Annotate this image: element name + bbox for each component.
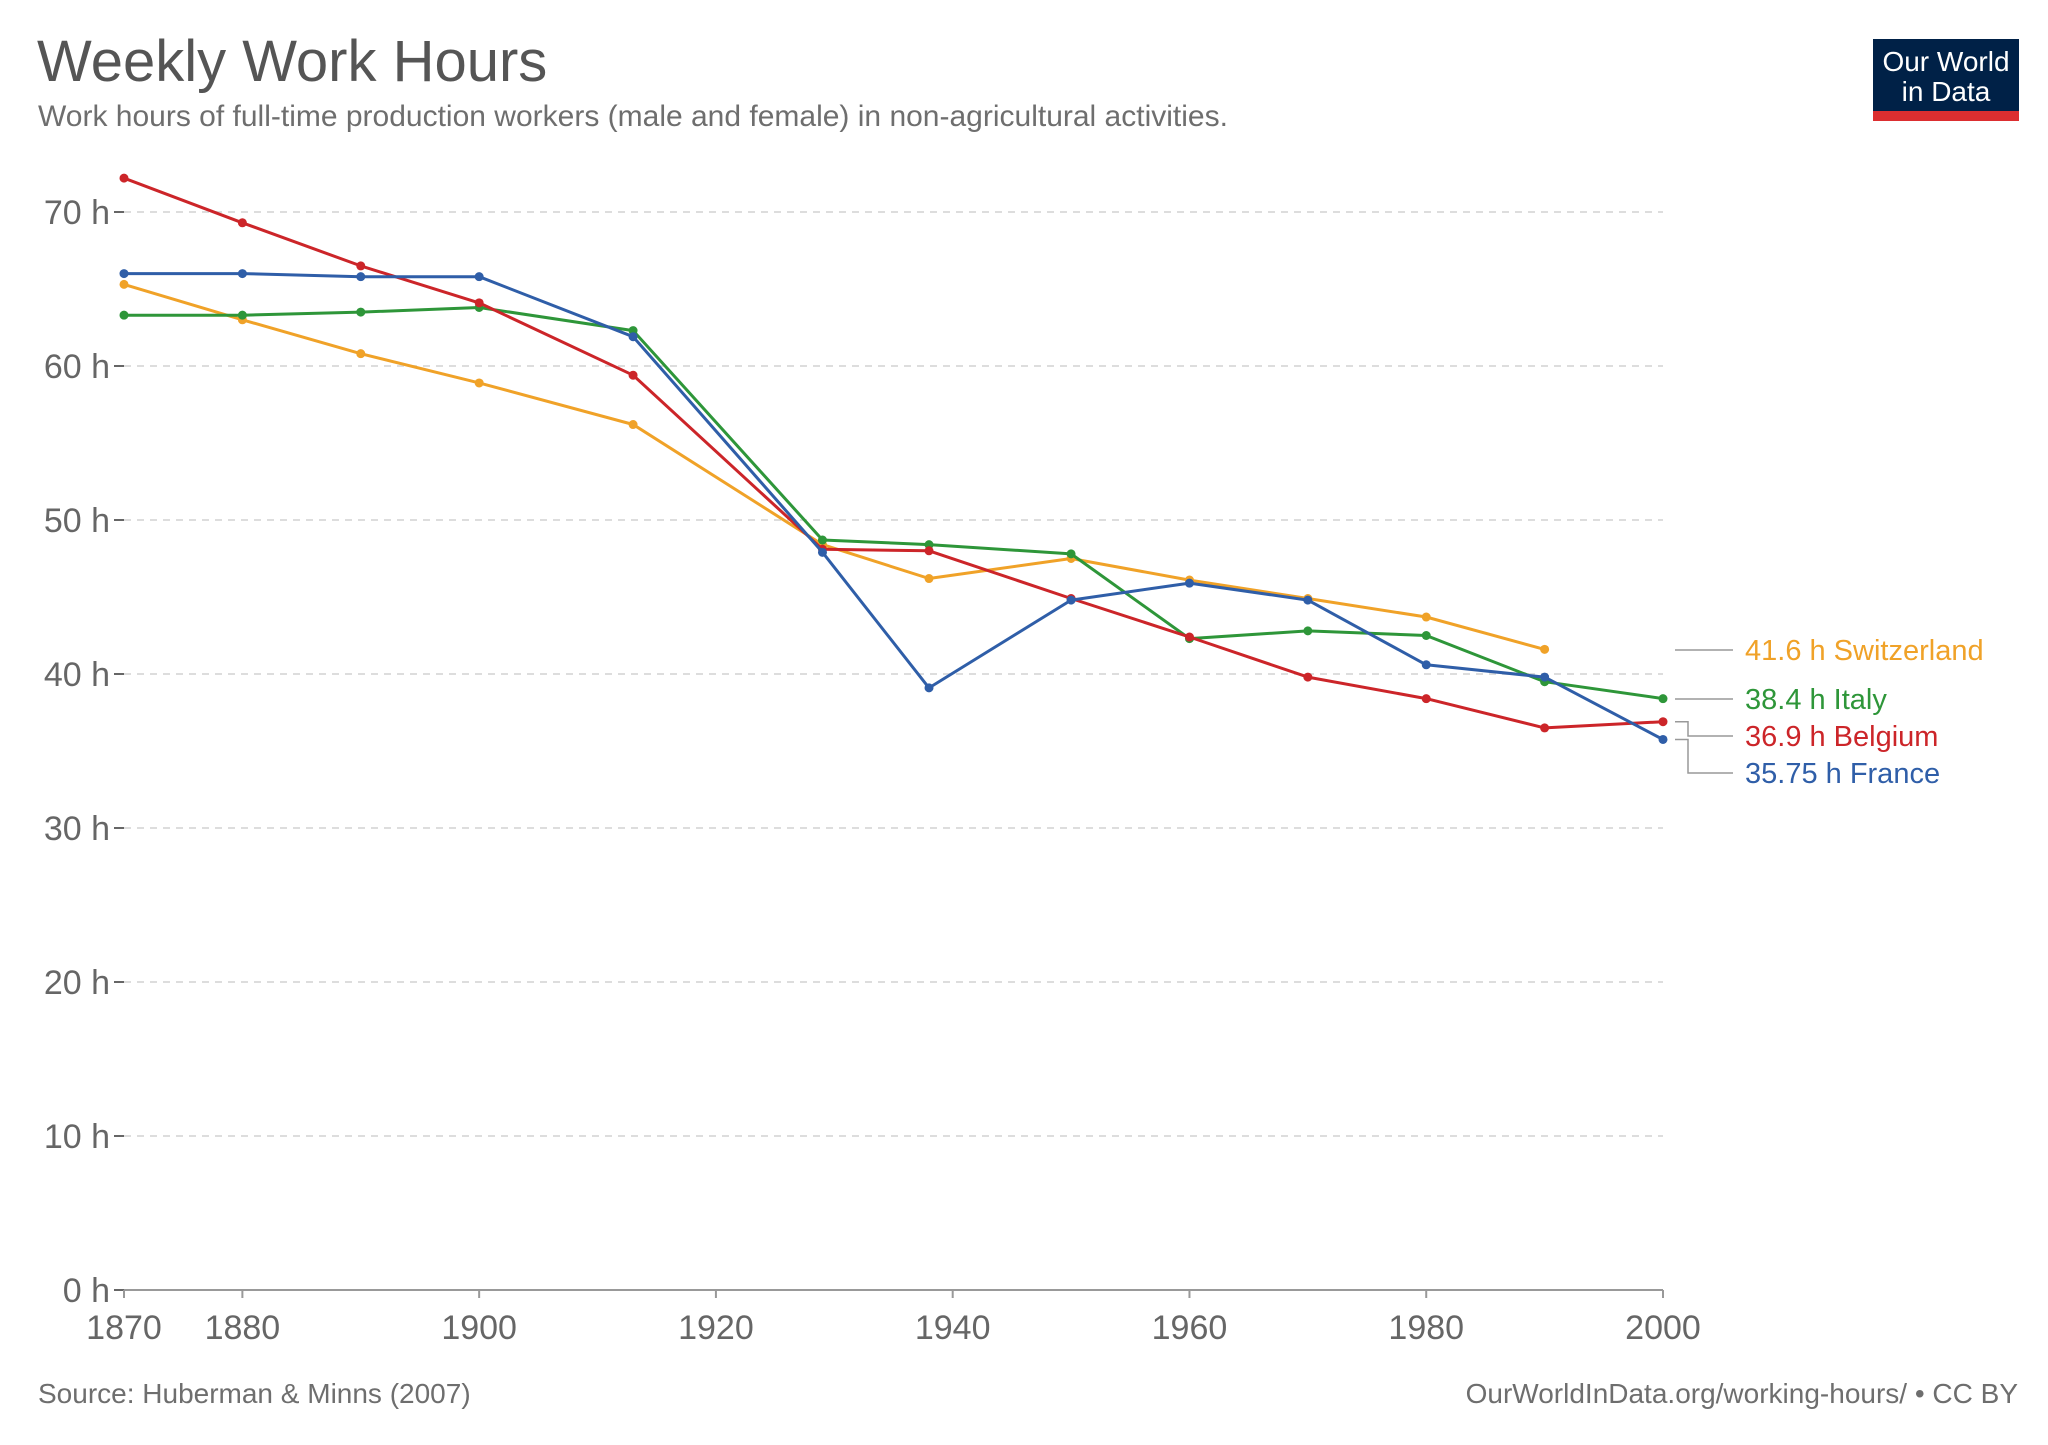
- series-end-label-belgium: 36.9 h Belgium: [1745, 721, 1938, 753]
- series-end-labels: 41.6 h Switzerland 38.4 h Italy 36.9 h Bel…: [1675, 635, 1984, 790]
- data-point-belgium: [1658, 717, 1668, 727]
- data-point-belgium: [119, 173, 129, 183]
- data-point-italy: [628, 326, 638, 336]
- data-point-france: [1303, 595, 1313, 605]
- data-point-switzerland: [474, 378, 484, 388]
- logo-line-2: in Data: [1901, 76, 1991, 107]
- data-point-italy: [924, 540, 934, 550]
- x-tick-label: 1870: [86, 1309, 162, 1347]
- y-tick-label: 30 h: [44, 810, 110, 848]
- data-point-belgium: [237, 218, 247, 228]
- chart-subtitle: Work hours of full-time production worke…: [38, 100, 1228, 133]
- x-tick-label: 1960: [1152, 1309, 1228, 1347]
- data-point-belgium: [1421, 694, 1431, 704]
- y-tick-label: 60 h: [44, 348, 110, 386]
- data-point-switzerland: [1421, 612, 1431, 622]
- series-end-label-france: 35.75 h France: [1745, 758, 1940, 790]
- data-point-france: [1066, 595, 1076, 605]
- series-end-label-switzerland: 41.6 h Switzerland: [1745, 635, 1984, 667]
- y-tick-label: 0 h: [63, 1272, 110, 1310]
- data-point-italy: [1303, 626, 1313, 636]
- data-point-france: [924, 683, 934, 693]
- y-tick-label: 50 h: [44, 502, 110, 540]
- data-point-italy: [237, 310, 247, 320]
- data-point-switzerland: [924, 574, 934, 584]
- data-point-switzerland: [119, 279, 129, 289]
- data-point-belgium: [356, 261, 366, 271]
- data-point-france: [474, 272, 484, 282]
- series-line-belgium: [123, 176, 1664, 730]
- x-tick-label: 1880: [205, 1309, 281, 1347]
- y-tick-label: 70 h: [44, 194, 110, 232]
- x-tick-label: 2000: [1625, 1309, 1701, 1347]
- data-point-france: [119, 269, 129, 279]
- y-tick-label: 20 h: [44, 964, 110, 1002]
- logo-line-1: Our World: [1882, 46, 2010, 77]
- license-link[interactable]: OurWorldInData.org/working-hours/ • CC B…: [1465, 1378, 2018, 1409]
- data-point-italy: [817, 535, 827, 545]
- x-tick-label: 1940: [915, 1309, 991, 1347]
- data-point-belgium: [1303, 672, 1313, 682]
- owid-logo[interactable]: Our World in Data: [1873, 39, 2019, 121]
- data-point-france: [1658, 734, 1668, 744]
- axes: 0 h 10 h 20 h 30 h 40 h 50 h 60 h 70 h 1870 1880 1…: [44, 194, 1701, 1347]
- data-point-france: [817, 547, 827, 557]
- data-point-france: [628, 332, 638, 342]
- source-note: Source: Huberman & Minns (2007): [38, 1378, 471, 1409]
- data-point-italy: [1421, 631, 1431, 640]
- x-tick-label: 1900: [441, 1309, 517, 1347]
- label-connector: [1675, 738, 1733, 774]
- data-point-france: [356, 272, 366, 282]
- data-point-belgium: [1540, 723, 1550, 733]
- data-point-italy: [1658, 694, 1668, 704]
- data-point-belgium: [474, 298, 484, 308]
- data-point-belgium: [924, 546, 934, 556]
- data-point-france: [1184, 578, 1194, 588]
- chart-title: Weekly Work Hours: [37, 29, 548, 94]
- x-tick-label: 1920: [678, 1309, 754, 1347]
- data-point-france: [1421, 660, 1431, 670]
- grid-lines: [124, 211, 1663, 1137]
- series-lines: [119, 173, 1668, 744]
- label-connector: [1675, 720, 1733, 737]
- data-point-switzerland: [628, 420, 638, 430]
- data-point-belgium: [1184, 632, 1194, 642]
- series-end-label-italy: 38.4 h Italy: [1745, 684, 1887, 716]
- data-point-switzerland: [356, 349, 366, 359]
- data-point-france: [1540, 672, 1550, 682]
- series-line-switzerland: [123, 282, 1545, 651]
- data-point-switzerland: [1540, 644, 1550, 654]
- data-point-belgium: [628, 370, 638, 380]
- y-tick-label: 40 h: [44, 656, 110, 694]
- data-point-italy: [356, 307, 366, 317]
- data-point-france: [237, 269, 247, 279]
- x-tick-label: 1980: [1388, 1309, 1464, 1347]
- data-point-italy: [1066, 549, 1076, 559]
- y-tick-label: 10 h: [44, 1118, 110, 1156]
- data-point-italy: [119, 310, 129, 320]
- series-line-france: [124, 272, 1664, 741]
